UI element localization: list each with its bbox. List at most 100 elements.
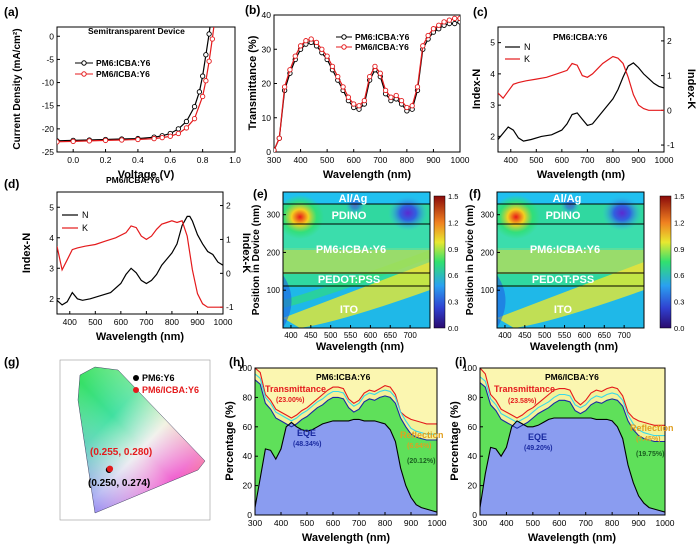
- y-tick-label-d-3: 5: [49, 202, 54, 212]
- point-a-0-10: [183, 118, 190, 125]
- layer-label-f-0: Al/Ag: [553, 193, 582, 205]
- y-tick-label-d-2: 4: [49, 233, 54, 243]
- x-axis-label-a: Voltage (V): [118, 169, 175, 181]
- colorbar-e: [433, 195, 446, 329]
- point-b-1-31: [436, 22, 442, 28]
- panel-label-h: (h): [229, 355, 244, 369]
- legend-label-g-1: PM6/ICBA:Y6: [142, 385, 199, 395]
- annot-trans-h: Transmittance: [265, 384, 326, 394]
- x-tick-label-i-5: 800: [605, 518, 619, 528]
- x-tick-label-e-0: 400: [284, 331, 298, 340]
- point-a-1-8: [167, 133, 173, 139]
- x-tick-label-d-1: 500: [88, 317, 102, 327]
- panel-label-g: (g): [4, 355, 19, 369]
- point-b-1-7: [308, 36, 314, 42]
- x-tick-label-d-0: 400: [63, 317, 77, 327]
- point-a-1-12: [199, 93, 206, 100]
- y-tick-label-i-3: 60: [468, 422, 478, 432]
- plot-frame-h: [254, 367, 438, 516]
- x-tick-label-i-3: 600: [552, 518, 566, 528]
- series-line-d-1: [57, 220, 223, 308]
- point-a-1-3: [102, 137, 109, 144]
- y-tick-label-i-2: 40: [468, 451, 478, 461]
- series-lines-b: [274, 15, 460, 152]
- colorbar-tick-label-f-0: 0.0: [674, 324, 684, 333]
- x-tick-label-d-2: 600: [114, 317, 128, 327]
- axis-ticks-i: 300 400 500 600 700 800 900 1000 0 20 40 60 80 100: [463, 363, 675, 528]
- point-b-1-14: [345, 94, 352, 100]
- panel-label-b: (b): [245, 3, 260, 17]
- panel-c: (c) 400 500 600 700 800 900 1000 2 3 4 5 -1 0 1 2 PM6:…: [471, 5, 696, 181]
- legend-marker-a-0: [81, 60, 87, 66]
- legend-label-b-1: PM6/ICBA:Y6: [355, 42, 409, 52]
- annot-trans-val-i: (23.58%): [508, 398, 536, 405]
- point-b-1-0: [274, 147, 277, 152]
- annot-refl-val-i: (7.45%): [636, 436, 661, 443]
- x-tick-label-d-5: 900: [190, 317, 204, 327]
- point-b-1-11: [329, 63, 336, 70]
- y-tick-label-i-4: 80: [468, 392, 478, 402]
- layer-label-f-1: PDINO: [546, 210, 581, 222]
- point-b-1-35: [457, 15, 460, 22]
- cie-diagram: [78, 367, 205, 513]
- point-b-1-1: [276, 135, 282, 141]
- x-tick-label-d-4: 800: [165, 317, 179, 327]
- point-b-1-34: [452, 15, 458, 22]
- x-tick-label-e-5: 650: [384, 331, 398, 340]
- legend-marker-a-1: [81, 71, 87, 77]
- y-tick-label-i-1: 20: [468, 481, 478, 491]
- y2-tick-label-c-1: 0: [667, 105, 672, 115]
- legend-label-g-0: PM6:Y6: [142, 373, 175, 383]
- x-tick-label-h-0: 300: [248, 518, 262, 528]
- plot-frame-d: [56, 191, 224, 315]
- point-b-1-27: [414, 84, 421, 90]
- colorbar-tick-label-f-1: 0.3: [674, 298, 684, 307]
- y-tick-label-h-3: 60: [243, 422, 253, 432]
- cie-points: [105, 465, 114, 473]
- y-tick-label-h-1: 20: [243, 481, 253, 491]
- x-tick-label-h-7: 1000: [428, 518, 447, 528]
- colorbar-tick-label-e-3: 0.9: [448, 245, 458, 254]
- colorbar-tick-label-e-2: 0.6: [448, 271, 458, 280]
- area-eqe-h: [255, 419, 437, 515]
- y2-tick-label-d-2: 1: [226, 234, 231, 244]
- point-b-1-20: [377, 70, 383, 76]
- y2-tick-label-c-0: -1: [667, 140, 675, 150]
- y-tick-label-b-4: 40: [262, 10, 272, 20]
- legend-g: PM6:Y6 PM6/ICBA:Y6: [133, 373, 199, 395]
- cie-point-1: [106, 465, 114, 472]
- annot-abs-val-h: (20.12%): [407, 458, 435, 465]
- x-axis-label-i: Wavelength (nm): [528, 532, 617, 544]
- x-tick-label-i-0: 300: [473, 518, 487, 528]
- y-tick-label-a-1: -5: [46, 54, 54, 64]
- x-tick-label-e-4: 600: [364, 331, 378, 340]
- line-refl-top-h: [255, 373, 437, 435]
- point-b-1-25: [404, 104, 410, 111]
- point-b-1-2: [281, 84, 288, 90]
- layer-label-f-2: PM6:ICBA:Y6: [530, 244, 600, 256]
- point-a-0-11: [191, 103, 198, 110]
- annot-refl-val-h: (6.64%): [407, 443, 432, 450]
- point-a-1-10: [183, 125, 190, 131]
- panel-d: (d) 400 500 600 700 800 900 1000 2 3 4 5 -1 0 1 2 PM6/…: [4, 175, 252, 343]
- colorbar-tick-label-e-5: 1.5: [448, 192, 458, 201]
- x-tick-label-f-2: 500: [538, 331, 552, 340]
- x-tick-label-b-1: 400: [293, 155, 307, 165]
- annot-eqe-val-i: (49.20%): [524, 445, 552, 452]
- x-tick-label-b-2: 500: [320, 155, 334, 165]
- axis-ticks-d: 400 500 600 700 800 900 1000 2 3 4 5 -1 0 1 2: [49, 201, 234, 327]
- line-eqe-h: [255, 418, 437, 513]
- y2-tick-label-c-2: 1: [667, 71, 672, 81]
- plot-frame-c: [497, 26, 665, 153]
- x-tick-label-a-0: 0.0: [67, 155, 79, 165]
- y-tick-label-a-5: -25: [42, 147, 55, 157]
- point-b-1-4: [292, 53, 298, 59]
- cie-frame: [59, 359, 211, 521]
- y2-tick-label-d-0: -1: [226, 302, 234, 312]
- y-axis-label-i: Percentage (%): [449, 401, 461, 481]
- y-tick-label-a-4: -20: [42, 124, 55, 134]
- point-b-1-8: [313, 39, 320, 46]
- colorbar-tick-label-f-3: 0.9: [674, 245, 684, 254]
- x-axis-label-h: Wavelength (nm): [302, 532, 391, 544]
